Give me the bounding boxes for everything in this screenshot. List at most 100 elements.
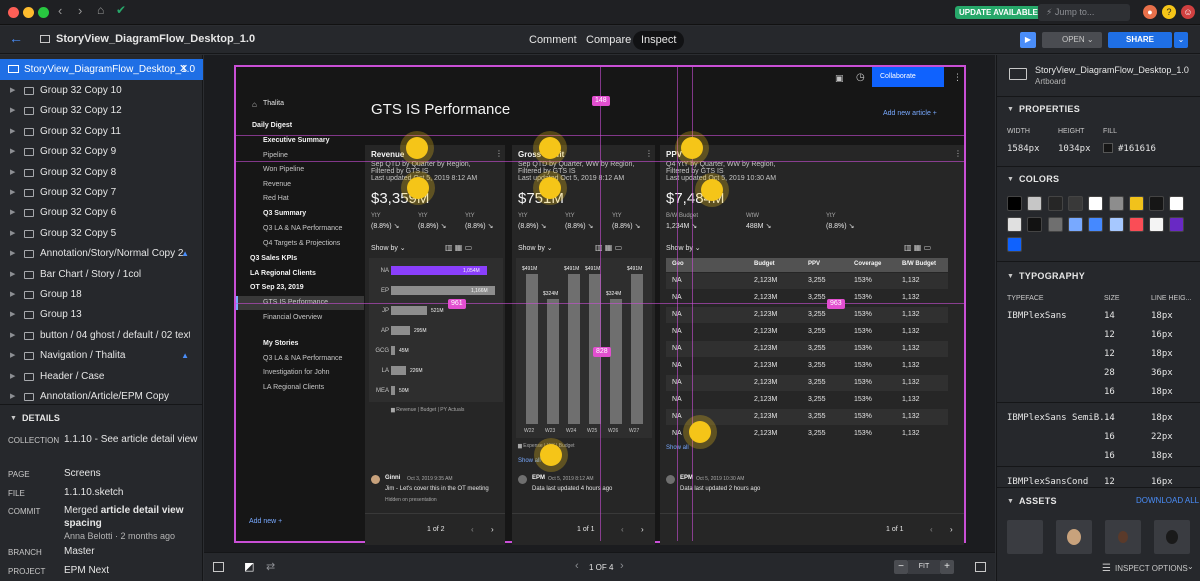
hotspot[interactable] (701, 179, 723, 201)
hotspot[interactable] (539, 177, 561, 199)
asset-thumbnail[interactable] (1007, 520, 1043, 554)
tab-inspect[interactable]: Inspect (633, 31, 685, 50)
chevron-down-icon[interactable]: ⌄ (1187, 562, 1194, 571)
layer-row[interactable]: ▶ Group 32 Copy 7 (0, 183, 203, 203)
details-arrow-icon[interactable]: ▼ (10, 415, 17, 422)
chevron-right-icon[interactable]: ▶ (10, 270, 16, 278)
tab-compare[interactable]: Compare (586, 34, 632, 46)
layer-row[interactable]: ▶ Bar Chart / Story / 1col (0, 265, 203, 285)
layer-row[interactable]: ▶ Group 32 Copy 9 (0, 142, 203, 162)
color-swatch[interactable] (1007, 237, 1022, 252)
next-icon[interactable]: › (491, 525, 494, 534)
artboard[interactable]: ⌂ Thalita ▣ ◷ Collaborate ⋮ GTS IS Perfo… (234, 65, 966, 545)
present-icon[interactable]: ▣ (835, 73, 844, 83)
layer-row[interactable]: ▶ Group 32 Copy 5 (0, 224, 203, 244)
chevron-right-icon[interactable]: ▶ (10, 229, 16, 237)
help-icon[interactable]: ? (1162, 5, 1176, 19)
hotspot[interactable] (539, 137, 561, 159)
layer-row[interactable]: ▶ Group 32 Copy 10 (0, 81, 203, 101)
nav-exec-summary[interactable]: Executive Summary (263, 137, 330, 144)
nav-item[interactable]: Q3 LA & NA Performance (263, 355, 343, 362)
chevron-right-icon[interactable]: ▶ (10, 87, 16, 94)
color-swatch[interactable] (1088, 196, 1104, 211)
chevron-right-icon[interactable]: ▶ (10, 209, 16, 217)
nav-item[interactable]: Q3 LA & NA Performance (263, 225, 343, 232)
overflow-menu-icon[interactable]: ⋮ (645, 149, 653, 158)
nav-q3-sales[interactable]: Q3 Sales KPIs (250, 255, 298, 262)
assets-arrow-icon[interactable]: ▼ (1007, 498, 1014, 505)
clock-icon[interactable]: ◷ (856, 72, 865, 83)
color-swatch[interactable] (1169, 216, 1185, 232)
daily-digest-link[interactable]: Daily Digest (252, 122, 293, 129)
chevron-right-icon[interactable]: ▶ (10, 393, 16, 400)
color-swatch[interactable] (1169, 196, 1185, 211)
typography-arrow-icon[interactable]: ▼ (1007, 273, 1014, 280)
next-page-icon[interactable]: › (620, 560, 624, 572)
show-by-dropdown[interactable]: Show by ⌄ (518, 245, 553, 252)
chevron-right-icon[interactable]: ▶ (10, 311, 16, 319)
hotspot[interactable] (407, 177, 429, 199)
chart-type-icons[interactable]: ▥ ▦ ▭ (595, 243, 623, 252)
hotspot[interactable] (689, 421, 711, 443)
properties-arrow-icon[interactable]: ▼ (1007, 106, 1014, 113)
color-swatch[interactable] (1067, 196, 1083, 211)
nav-item[interactable]: Pipeline (263, 152, 288, 159)
layer-row[interactable]: ▶ Group 18 (0, 285, 203, 305)
open-button[interactable]: OPEN ⌄ (1042, 32, 1102, 48)
inspect-options-icon[interactable]: ☰ (1102, 563, 1111, 574)
color-swatch[interactable] (1007, 196, 1022, 211)
asset-thumbnail[interactable] (1105, 520, 1141, 554)
layer-row[interactable]: ▶ Annotation/Story/Normal Copy 2 ▲ (0, 244, 203, 264)
toggle-sidebar-icon[interactable] (213, 562, 224, 572)
jump-to-input[interactable]: ⚡ Jump to... (1038, 4, 1130, 21)
back-arrow-icon[interactable]: ← (9, 30, 23, 46)
share-button[interactable]: SHARE (1108, 32, 1172, 48)
nav-item[interactable]: Red Hat (263, 195, 289, 202)
nav-la-regional[interactable]: LA Regional Clients (250, 270, 316, 277)
layer-row[interactable]: ▶ Annotation/Article/EPM Copy (0, 387, 203, 407)
asset-thumbnail[interactable] (1154, 520, 1190, 554)
chevron-right-icon[interactable]: ▶ (10, 127, 16, 135)
chevron-right-icon[interactable]: ▶ (10, 107, 16, 115)
overflow-menu-icon[interactable]: ⋮ (954, 149, 962, 158)
nav-item[interactable]: GTS IS Performance (263, 299, 328, 306)
hotspot[interactable] (681, 137, 703, 159)
next-icon[interactable]: › (641, 525, 644, 534)
color-swatch[interactable] (1088, 216, 1104, 232)
layer-row[interactable]: ▶ Header / Case (0, 367, 203, 387)
fill-value[interactable]: #161616 (1118, 144, 1156, 154)
layer-selected[interactable]: StoryView_DiagramFlow_Desktop_1.0 ✕ (0, 59, 203, 80)
chevron-right-icon[interactable]: ▶ (10, 250, 16, 258)
prev-page-icon[interactable]: ‹ (575, 560, 579, 572)
link-icon[interactable]: ⇄ (266, 561, 276, 573)
layer-row[interactable]: ▶ Navigation / Thalita ▲ (0, 346, 203, 366)
nav-item[interactable]: Revenue (263, 181, 292, 188)
color-swatch[interactable] (1149, 196, 1165, 211)
inspect-options-label[interactable]: INSPECT OPTIONS (1115, 564, 1188, 573)
color-swatch[interactable] (1128, 216, 1144, 232)
chart-type-icons[interactable]: ▥ ▦ ▭ (904, 243, 932, 252)
color-swatch[interactable] (1027, 196, 1043, 211)
nav-q3-summary[interactable]: Q3 Summary (263, 210, 307, 217)
nav-my-stories[interactable]: My Stories (263, 340, 299, 347)
play-button[interactable]: ▶ (1020, 32, 1036, 48)
update-available-badge[interactable]: UPDATE AVAILABLE ⌄ (955, 6, 1051, 19)
layer-row[interactable]: ▶ button / 04 ghost / default / 02 text a… (0, 326, 203, 346)
layer-row[interactable]: ▶ Group 32 Copy 8 (0, 163, 203, 183)
chevron-right-icon[interactable]: ▶ (10, 189, 16, 196)
height-value[interactable]: 1034px (1058, 144, 1091, 154)
overflow-menu-icon[interactable]: ⋮ (495, 149, 503, 158)
nav-ot-sep[interactable]: OT Sep 23, 2019 (250, 284, 304, 291)
home-icon[interactable]: ⌂ (97, 3, 105, 17)
prev-icon[interactable]: ‹ (930, 525, 933, 534)
collaborate-button[interactable]: Collaborate (872, 67, 944, 87)
forward-icon[interactable]: › (78, 3, 83, 18)
close-window-button[interactable] (8, 7, 19, 18)
nav-item[interactable]: Investigation for John (263, 369, 330, 376)
layer-row[interactable]: ▶ Group 32 Copy 11 (0, 122, 203, 142)
minimize-window-button[interactable] (23, 7, 34, 18)
nav-item[interactable]: Q4 Targets & Projections (263, 240, 341, 247)
chevron-right-icon[interactable]: ▶ (10, 291, 16, 298)
back-icon[interactable]: ‹ (58, 3, 63, 18)
color-swatch[interactable] (1067, 216, 1083, 232)
